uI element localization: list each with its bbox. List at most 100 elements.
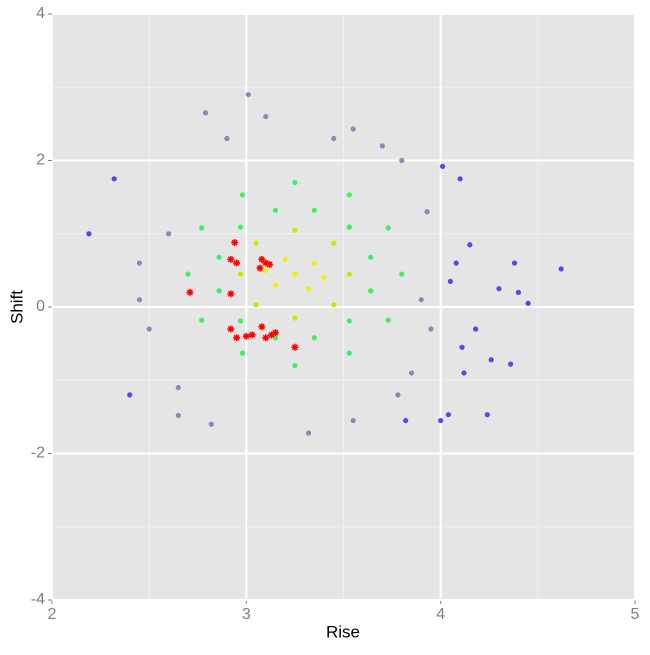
star-point — [258, 323, 266, 331]
point — [496, 286, 502, 292]
point — [199, 225, 205, 231]
point — [438, 417, 444, 424]
point — [346, 192, 352, 198]
point — [473, 326, 479, 332]
point — [428, 326, 434, 332]
point — [461, 370, 467, 376]
y-tick-label: -4 — [31, 591, 45, 608]
point — [424, 209, 430, 215]
point — [292, 227, 298, 233]
point — [346, 350, 352, 356]
star-point — [186, 288, 194, 296]
point — [292, 363, 298, 369]
point — [311, 260, 317, 266]
point — [282, 256, 288, 262]
y-tick-label: -2 — [31, 445, 45, 462]
star-point — [256, 264, 264, 272]
point — [379, 143, 385, 149]
point — [202, 110, 209, 116]
point — [224, 135, 230, 142]
point — [86, 231, 92, 237]
point — [525, 300, 531, 306]
point — [368, 254, 374, 260]
point — [508, 361, 514, 367]
point — [395, 392, 401, 398]
point — [239, 350, 246, 356]
point — [399, 271, 405, 277]
point — [311, 335, 317, 341]
star-point — [291, 343, 299, 351]
point — [237, 318, 244, 324]
point — [350, 417, 356, 424]
point — [403, 417, 409, 424]
star-point — [242, 332, 250, 340]
point — [175, 384, 181, 391]
point — [253, 302, 259, 308]
point — [558, 266, 564, 272]
point — [350, 126, 356, 132]
point — [368, 288, 374, 294]
point — [216, 288, 222, 294]
point — [136, 297, 143, 303]
point — [237, 224, 244, 230]
point — [136, 260, 143, 266]
point — [331, 135, 337, 142]
point — [331, 240, 337, 246]
point — [127, 392, 133, 398]
point — [488, 357, 494, 363]
point — [447, 278, 453, 284]
point — [253, 240, 259, 246]
point — [321, 275, 327, 281]
point — [305, 286, 312, 292]
point — [245, 91, 251, 98]
point — [166, 231, 172, 237]
point — [331, 302, 337, 308]
point — [272, 282, 279, 288]
point — [111, 176, 117, 182]
point — [146, 326, 152, 332]
x-tick-label: 4 — [436, 606, 445, 623]
point — [346, 224, 352, 230]
point — [239, 192, 246, 198]
point — [292, 271, 298, 277]
star-point — [231, 239, 239, 247]
star-point — [233, 334, 241, 342]
point — [511, 260, 518, 266]
point — [408, 370, 415, 376]
point — [292, 179, 298, 186]
y-axis-label: Shift — [7, 290, 26, 324]
x-axis-label: Rise — [326, 622, 360, 641]
point — [175, 412, 181, 419]
point — [440, 163, 446, 169]
point — [305, 430, 312, 436]
y-tick-label: 2 — [36, 152, 45, 169]
star-point — [262, 334, 270, 342]
point — [311, 207, 317, 213]
point — [216, 254, 222, 260]
point — [263, 267, 269, 273]
point — [484, 412, 490, 418]
point — [459, 344, 465, 350]
star-point — [271, 329, 279, 337]
point — [237, 271, 244, 277]
point — [467, 242, 473, 248]
y-tick-label: 0 — [36, 298, 45, 315]
point — [263, 113, 269, 120]
point — [208, 421, 214, 427]
point — [453, 260, 459, 266]
star-point — [227, 255, 235, 263]
star-point — [233, 259, 241, 267]
y-tick-label: 4 — [36, 5, 45, 22]
star-point — [258, 255, 266, 263]
point — [185, 271, 191, 277]
star-point — [227, 325, 235, 333]
point — [445, 412, 452, 418]
star-point — [227, 290, 235, 298]
star-point — [268, 331, 276, 339]
x-tick-label: 5 — [631, 606, 640, 623]
star-point — [248, 331, 256, 339]
point — [346, 318, 352, 324]
star-point — [266, 261, 274, 269]
point — [346, 271, 352, 277]
